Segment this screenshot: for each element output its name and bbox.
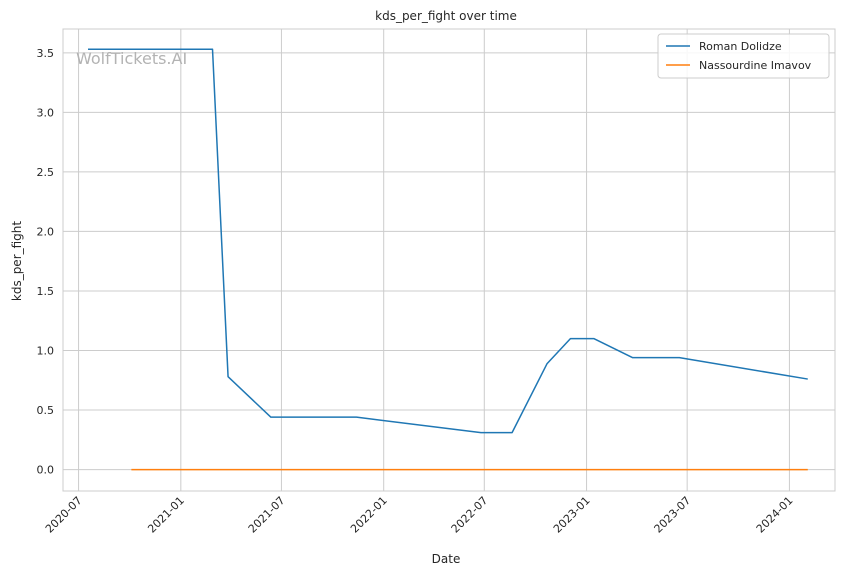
y-tick-label: 2.5 (37, 166, 55, 179)
y-tick-label: 3.5 (37, 47, 55, 60)
plot-area (62, 28, 836, 492)
watermark: WolfTickets.AI (76, 49, 187, 68)
y-tick-label: 3.0 (37, 106, 55, 119)
y-tick-label: 1.0 (37, 344, 55, 357)
chart-title: kds_per_fight over time (375, 9, 517, 23)
grid-layer (63, 29, 835, 491)
y-tick-label: 2.0 (37, 225, 55, 238)
series-layer (88, 48, 808, 471)
plot-background (63, 29, 835, 491)
x-axis-label: Date (432, 552, 461, 566)
y-tick-label: 0.0 (37, 464, 55, 477)
y-axis-label: kds_per_fight (10, 221, 24, 302)
legend-label: Roman Dolidze (699, 40, 782, 53)
y-axis-ticks: 0.0 0.5 1.0 1.5 2.0 2.5 3.0 3.5 (37, 47, 55, 477)
series-line-1 (88, 48, 808, 434)
legend-box (657, 33, 830, 79)
y-tick-label: 0.5 (37, 404, 55, 417)
legend: Roman Dolidze Nassourdine Imavov (657, 33, 830, 79)
plot-frame (62, 28, 836, 492)
legend-label: Nassourdine Imavov (699, 59, 812, 72)
y-tick-label: 1.5 (37, 285, 55, 298)
